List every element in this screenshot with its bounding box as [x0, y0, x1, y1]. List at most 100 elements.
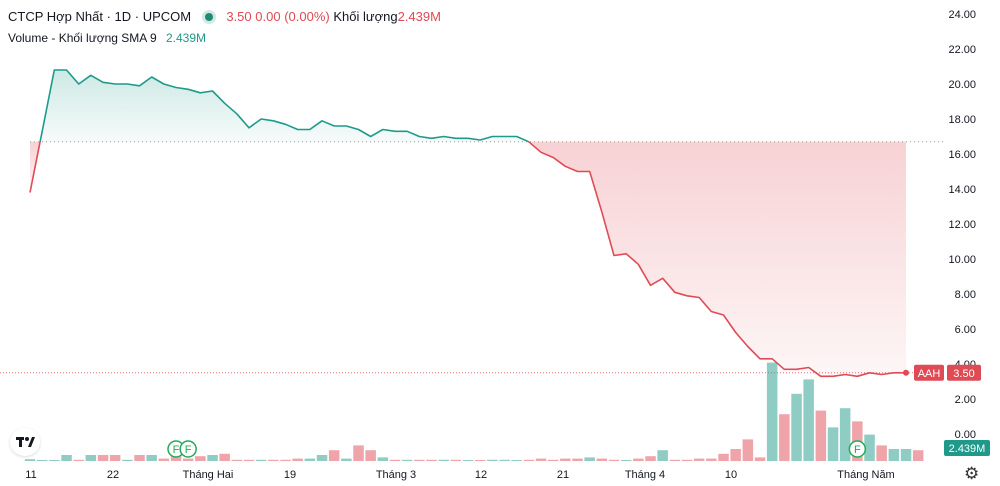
volume-bar: [438, 459, 449, 461]
volume-bar: [316, 455, 328, 461]
x-tick-label: Tháng 3: [376, 469, 416, 481]
y-tick-label: 12.00: [948, 219, 976, 231]
volume-bar: [657, 450, 668, 461]
y-tick-label: 14.00: [948, 184, 976, 196]
volume-bar: [292, 458, 303, 461]
symbol-title[interactable]: CTCP Hợp Nhất · 1D · UPCOM: [8, 9, 192, 24]
dividend-marker-label: F: [854, 444, 861, 456]
last-price-dot: [903, 369, 909, 376]
volume-bar: [97, 455, 109, 461]
ticker-badge-text: AAH: [918, 368, 941, 380]
volume-bar: [596, 458, 608, 461]
volume-bar: [864, 434, 875, 461]
volume-bar: [742, 439, 754, 461]
volume-bar: [182, 458, 194, 461]
price-line-below: [29, 141, 41, 193]
volume-bar: [328, 450, 340, 461]
volume-bar: [730, 449, 741, 461]
volume-bar: [353, 445, 364, 461]
volume-bar: [280, 459, 291, 461]
area-fill-below: [528, 141, 906, 377]
tradingview-logo-icon[interactable]: [10, 428, 40, 456]
volume-bar: [584, 457, 595, 461]
volume-bar: [49, 460, 60, 461]
volume-bar: [718, 453, 729, 461]
x-tick-label: 22: [107, 469, 119, 481]
volume-bar: [499, 459, 510, 461]
ticker-badge: AAH: [914, 364, 944, 381]
volume-bar: [608, 459, 620, 461]
y-tick-label: 24.00: [948, 9, 976, 21]
x-tick-label: 12: [475, 469, 487, 481]
symbol-legend: CTCP Hợp Nhất · 1D · UPCOM 3.50 0.00 (0.…: [8, 9, 441, 24]
volume-bar: [341, 458, 352, 461]
volume-bar: [912, 450, 924, 461]
volume-bar: [474, 460, 486, 461]
y-tick-label: 22.00: [948, 44, 976, 56]
dividend-marker-circle: [848, 440, 867, 458]
volume-bar: [815, 410, 827, 461]
volume-bar: [243, 459, 255, 461]
last-price-badge: 3.50: [947, 364, 981, 381]
volume-bar: [36, 460, 48, 461]
dividend-marker[interactable]: F: [848, 440, 867, 458]
volume-bar: [754, 457, 766, 461]
ticker-badge-bg: [914, 364, 944, 381]
volume-bar: [134, 455, 145, 461]
volume-bar: [401, 459, 413, 461]
y-tick-label: 2.00: [955, 394, 976, 406]
last-price-badge-bg: [947, 364, 981, 381]
volume-bar: [791, 393, 802, 461]
last-price: 3.50: [226, 9, 252, 24]
price-line-above: [39, 69, 530, 143]
volume-bar: [122, 459, 133, 461]
volume-bar: [535, 458, 547, 461]
y-tick-label: 18.00: [948, 114, 976, 126]
volume-bar: [450, 459, 462, 461]
dividend-marker-label: F: [173, 444, 180, 456]
volume-bar: [876, 445, 887, 461]
volume-bar: [109, 455, 121, 461]
volume-bar: [61, 455, 72, 461]
volume-bar: [560, 458, 571, 461]
y-tick-label: 6.00: [955, 324, 976, 336]
volume-value: 2.439M: [397, 9, 441, 24]
x-tick-label: 10: [725, 469, 737, 481]
y-tick-label: 0.00: [955, 429, 976, 441]
volume-bar: [426, 459, 437, 461]
volume-bar: [24, 459, 36, 461]
volume-bar: [888, 449, 900, 461]
y-tick-label: 10.00: [948, 254, 976, 266]
volume-bar: [633, 458, 644, 461]
gear-icon[interactable]: ⚙: [964, 464, 980, 483]
volume-bar: [645, 456, 656, 461]
volume-bar: [620, 460, 632, 461]
volume-bar: [146, 455, 157, 461]
dividend-marker[interactable]: F: [179, 440, 197, 458]
volume-bar: [523, 459, 535, 461]
volume-bar: [73, 459, 84, 461]
x-tick-label: 21: [557, 469, 569, 481]
volume-badge-bg: [944, 440, 990, 456]
indicator-legend[interactable]: Volume - Khối lượng SMA 9 2.439M: [8, 31, 206, 45]
volume-bar: [304, 458, 316, 461]
x-tick-label: Tháng Năm: [837, 469, 894, 481]
last-price-badge-text: 3.50: [953, 368, 974, 380]
volume-bar: [803, 379, 814, 461]
volume-badge-text: 2.439M: [949, 443, 986, 455]
volume-bar: [85, 455, 97, 461]
volume-label: Khối lượng: [333, 9, 398, 24]
volume-bar: [487, 459, 498, 461]
x-tick-label: Tháng 4: [625, 469, 665, 481]
dividend-marker-label: F: [185, 444, 192, 456]
x-tick-label: Tháng Hai: [183, 469, 234, 481]
y-tick-label: 8.00: [955, 289, 976, 301]
volume-bar: [827, 427, 839, 461]
x-tick-label: 11: [25, 469, 36, 481]
price-line-below: [528, 141, 906, 378]
volume-bar: [255, 459, 267, 461]
price-change: 0.00 (0.00%): [255, 9, 330, 24]
area-fill-above: [40, 70, 529, 142]
volume-bar: [900, 449, 912, 461]
